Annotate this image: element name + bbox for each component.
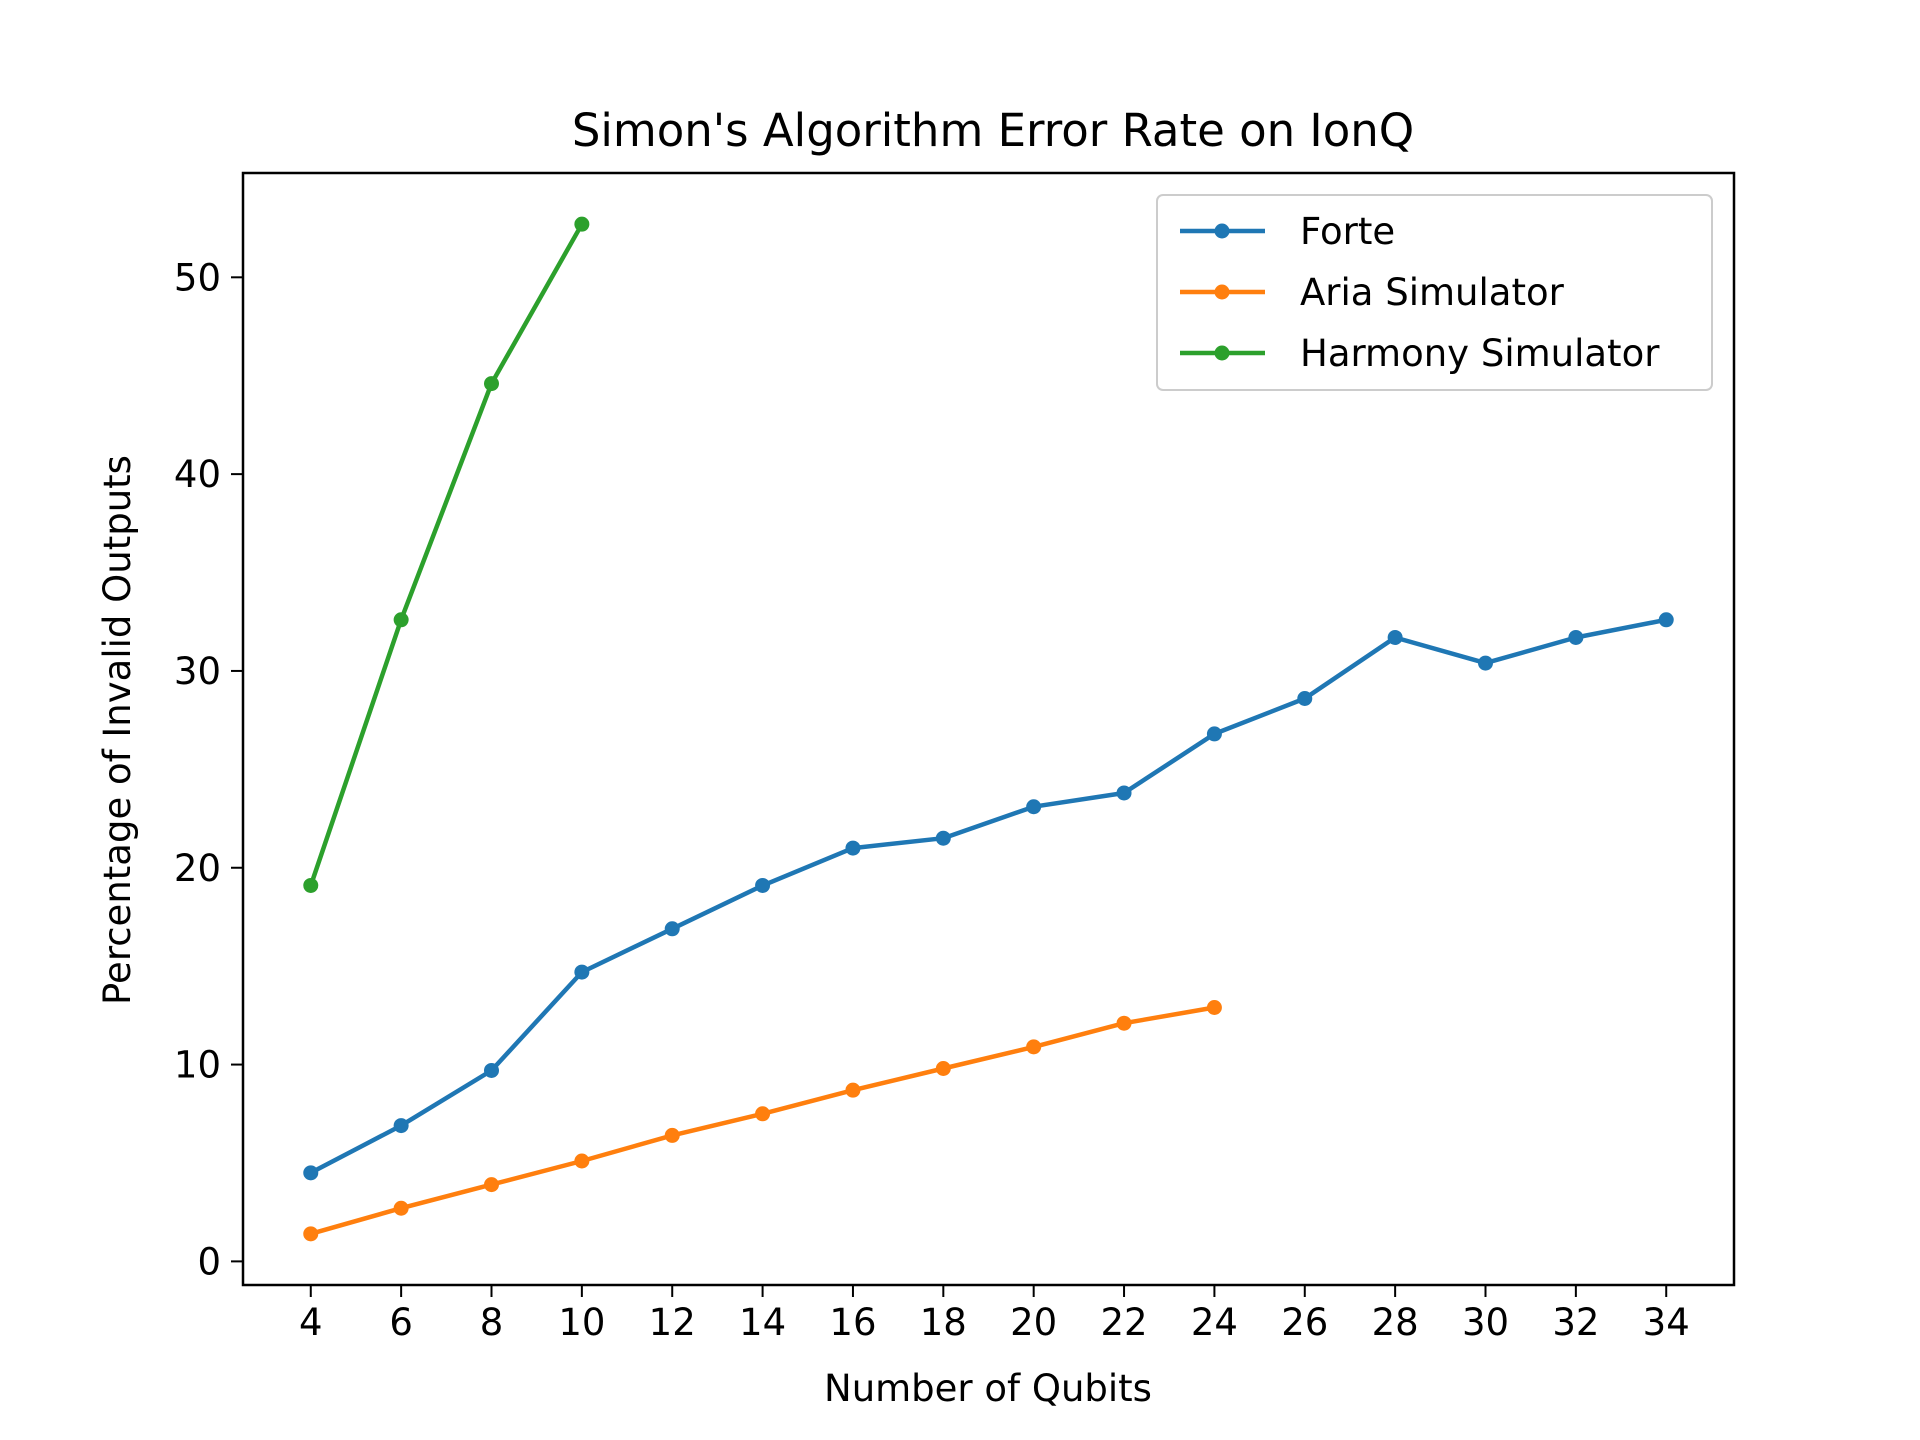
x-axis-label: Number of Qubits: [824, 1367, 1152, 1410]
x-tick-label: 16: [829, 1301, 876, 1344]
data-point: [845, 840, 861, 856]
data-point: [1026, 799, 1042, 815]
data-point: [664, 921, 680, 937]
data-point: [574, 964, 590, 980]
series-line: [308, 221, 585, 888]
data-point: [1026, 1039, 1042, 1055]
x-axis: 4 6 8 10 12 14 16 18 20 22 24 26 28 30 32 34: [299, 1285, 1690, 1344]
plot-frame: [241, 171, 1736, 1287]
series-line: [308, 617, 1669, 1176]
y-tick-label: 40: [174, 453, 221, 496]
data-point: [755, 877, 771, 893]
x-tick-label: 20: [1010, 1301, 1057, 1344]
series-harmony-simulator: [303, 216, 590, 893]
legend-marker: [1214, 223, 1230, 239]
legend-label: Forte: [1300, 210, 1395, 253]
x-tick-label: 8: [480, 1301, 504, 1344]
data-point: [484, 1062, 499, 1078]
x-tick-label: 12: [649, 1301, 696, 1344]
x-tick-label: 14: [739, 1301, 786, 1344]
y-tick-label: 0: [197, 1240, 221, 1283]
data-point: [935, 1061, 951, 1077]
y-axis: 0 10 20 30 40 50: [174, 256, 243, 1283]
x-tick-label: 18: [920, 1301, 967, 1344]
data-point: [1568, 629, 1584, 645]
data-point: [935, 830, 951, 846]
data-point: [574, 216, 590, 232]
data-point: [303, 877, 319, 893]
y-tick-label: 10: [174, 1044, 221, 1087]
data-point: [664, 1127, 680, 1143]
series-forte: [303, 612, 1674, 1181]
data-point: [845, 1082, 861, 1098]
data-point: [1387, 629, 1403, 645]
y-tick-label: 50: [174, 256, 221, 299]
data-point: [1297, 690, 1313, 706]
data-point: [574, 1153, 590, 1169]
x-tick-label: 32: [1552, 1301, 1599, 1344]
x-tick-label: 34: [1643, 1301, 1690, 1344]
data-point: [393, 612, 409, 628]
x-tick-label: 10: [558, 1301, 605, 1344]
x-tick-label: 28: [1372, 1301, 1419, 1344]
series-aria-simulator: [303, 999, 1222, 1242]
x-tick-label: 30: [1462, 1301, 1509, 1344]
x-tick-label: 24: [1191, 1301, 1238, 1344]
chart-title: Simon's Algorithm Error Rate on IonQ: [572, 104, 1414, 157]
data-point: [303, 1226, 319, 1242]
x-tick-label: 22: [1100, 1301, 1147, 1344]
legend-marker: [1214, 284, 1230, 300]
data-point: [303, 1165, 319, 1181]
data-point: [393, 1200, 409, 1216]
legend: Forte Aria Simulator Harmony Simulator: [1156, 194, 1713, 391]
legend-marker: [1214, 345, 1230, 361]
data-point: [1206, 999, 1222, 1015]
data-point: [1116, 785, 1132, 801]
data-point: [484, 1177, 499, 1193]
legend-frame: [1156, 194, 1713, 391]
series-layer: [303, 216, 1674, 1242]
y-tick-label: 30: [174, 650, 221, 693]
legend-label: Aria Simulator: [1300, 271, 1565, 314]
y-tick-label: 20: [174, 847, 221, 890]
data-point: [1206, 726, 1222, 742]
x-tick-label: 6: [389, 1301, 413, 1344]
data-point: [1658, 612, 1674, 628]
data-point: [1478, 655, 1493, 671]
x-tick-label: 26: [1281, 1301, 1328, 1344]
legend-label: Harmony Simulator: [1300, 332, 1660, 375]
x-tick-label: 4: [299, 1301, 323, 1344]
data-point: [1116, 1015, 1132, 1031]
data-point: [393, 1118, 409, 1134]
data-point: [755, 1106, 771, 1122]
data-point: [484, 376, 499, 392]
y-axis-label: Percentage of Invalid Outputs: [96, 455, 139, 1005]
